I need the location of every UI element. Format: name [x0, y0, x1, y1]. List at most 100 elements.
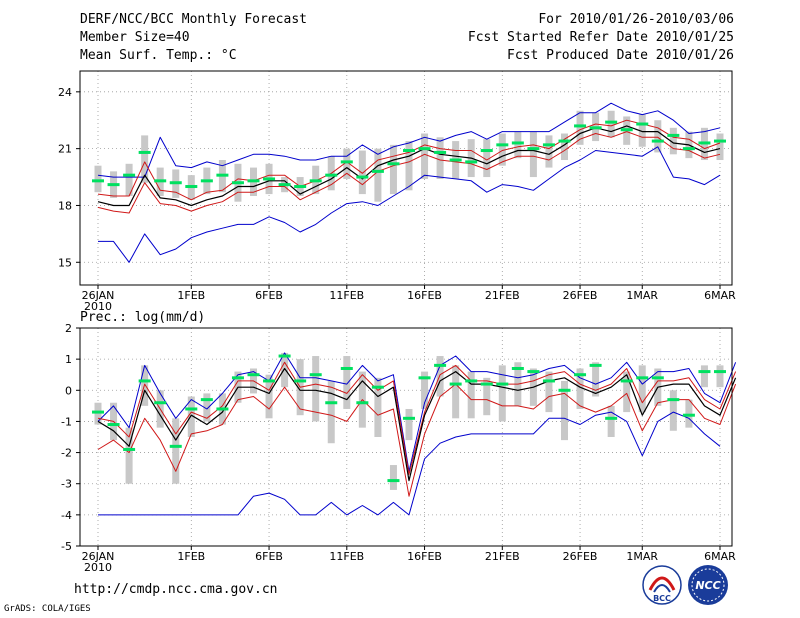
- median-marker: [605, 416, 618, 420]
- x-tick-label: 26FEB: [563, 289, 598, 302]
- x-tick-label: 21FEB: [485, 550, 520, 563]
- iqr-box: [669, 390, 677, 431]
- iqr-box: [281, 352, 289, 388]
- iqr-box: [312, 356, 320, 422]
- median-marker: [123, 173, 136, 177]
- median-marker: [449, 158, 462, 162]
- y-tick-label: 0: [65, 384, 72, 397]
- median-marker: [200, 179, 213, 183]
- median-marker: [325, 401, 338, 405]
- y-tick-label: 24: [58, 86, 72, 99]
- iqr-box: [607, 405, 615, 437]
- median-marker: [278, 354, 291, 358]
- panel-frame: [79, 70, 733, 286]
- median-marker: [247, 179, 260, 183]
- y-tick-label: -5: [61, 540, 72, 553]
- y-tick-label: -2: [61, 447, 72, 460]
- median-marker: [698, 141, 711, 145]
- x-tick-label: 6MAR: [704, 289, 736, 302]
- median-marker: [542, 379, 555, 383]
- iqr-box: [141, 135, 149, 183]
- median-marker: [682, 413, 695, 417]
- median-marker: [418, 376, 431, 380]
- iqr-box: [498, 133, 506, 166]
- iqr-box: [638, 365, 646, 413]
- upper-band-line: [97, 361, 737, 475]
- median-marker: [527, 147, 540, 151]
- iqr-box: [623, 371, 631, 413]
- min-line: [98, 411, 721, 516]
- iqr-box: [638, 114, 646, 147]
- median-marker: [387, 479, 400, 483]
- iqr-box: [436, 356, 444, 397]
- median-marker: [667, 398, 680, 402]
- upper-band-line: [97, 119, 721, 201]
- median-marker: [138, 379, 151, 383]
- ensemble-mean-line: [97, 125, 721, 207]
- median-marker: [434, 363, 447, 367]
- max-line: [97, 352, 737, 472]
- y-tick-label: -4: [61, 509, 72, 522]
- iqr-box: [514, 131, 522, 159]
- median-marker: [511, 366, 524, 370]
- median-marker: [247, 373, 260, 377]
- max-line: [98, 146, 721, 263]
- iqr-box: [607, 110, 615, 138]
- member-size-label: Member Size=40: [80, 30, 190, 45]
- x-tick-label: 11FEB: [329, 289, 364, 302]
- median-marker: [418, 147, 431, 151]
- median-marker: [698, 370, 711, 374]
- iqr-box: [94, 165, 102, 193]
- iqr-box: [452, 365, 460, 419]
- median-marker: [620, 379, 633, 383]
- iqr-box: [389, 144, 397, 195]
- iqr-box: [436, 137, 444, 179]
- iqr-box: [343, 148, 351, 179]
- median-marker: [589, 126, 602, 130]
- x-tick-label: 6MAR: [704, 550, 736, 563]
- median-marker: [356, 401, 369, 405]
- iqr-box: [592, 362, 600, 397]
- median-marker: [185, 185, 198, 189]
- median-marker: [574, 373, 587, 377]
- x-tick-label: 26JAN: [82, 550, 115, 563]
- x-tick-label: 16FEB: [407, 289, 442, 302]
- median-marker: [480, 382, 493, 386]
- median-marker: [496, 143, 509, 147]
- x-tick-label: 6FEB: [255, 550, 283, 563]
- median-marker: [636, 376, 649, 380]
- median-marker: [263, 177, 276, 181]
- x-tick-label: 1MAR: [626, 289, 658, 302]
- median-marker: [527, 370, 540, 374]
- chart-panel-prec: -5 -4 -3 -2 -1 0 1 2 26JAN 1FEB 6FEB 11FEB 16FEB 21FE…: [61, 322, 736, 574]
- median-marker: [480, 149, 493, 153]
- median-marker: [216, 407, 229, 411]
- x-tick-label: 26FEB: [563, 550, 598, 563]
- median-marker: [589, 363, 602, 367]
- median-marker: [465, 160, 478, 164]
- iqr-box: [265, 374, 273, 419]
- median-marker: [403, 149, 415, 153]
- iqr-box: [716, 365, 724, 388]
- x-tick-label: 1MAR: [626, 550, 658, 563]
- iqr-box: [669, 127, 677, 155]
- median-marker: [620, 128, 633, 132]
- median-marker: [403, 416, 415, 420]
- x-tick-label: 1FEB: [177, 550, 205, 563]
- lower-band-line: [97, 131, 721, 214]
- footer-url[interactable]: http://cmdp.ncc.cma.gov.cn: [74, 582, 278, 597]
- x-year-label: 2010: [84, 300, 112, 313]
- x-tick-label: 16FEB: [407, 550, 442, 563]
- median-marker: [558, 388, 571, 392]
- median-marker: [154, 401, 167, 405]
- forecast-produced-date: Fcst Produced Date 2010/01/26: [507, 48, 734, 63]
- x-year-label: 2010: [84, 561, 112, 574]
- median-marker: [278, 183, 291, 187]
- iqr-box: [421, 371, 429, 409]
- median-marker: [309, 373, 322, 377]
- iqr-box: [561, 380, 568, 441]
- median-marker: [636, 122, 649, 126]
- y-tick-label: -1: [61, 415, 72, 428]
- x-tick-label: 1FEB: [177, 289, 205, 302]
